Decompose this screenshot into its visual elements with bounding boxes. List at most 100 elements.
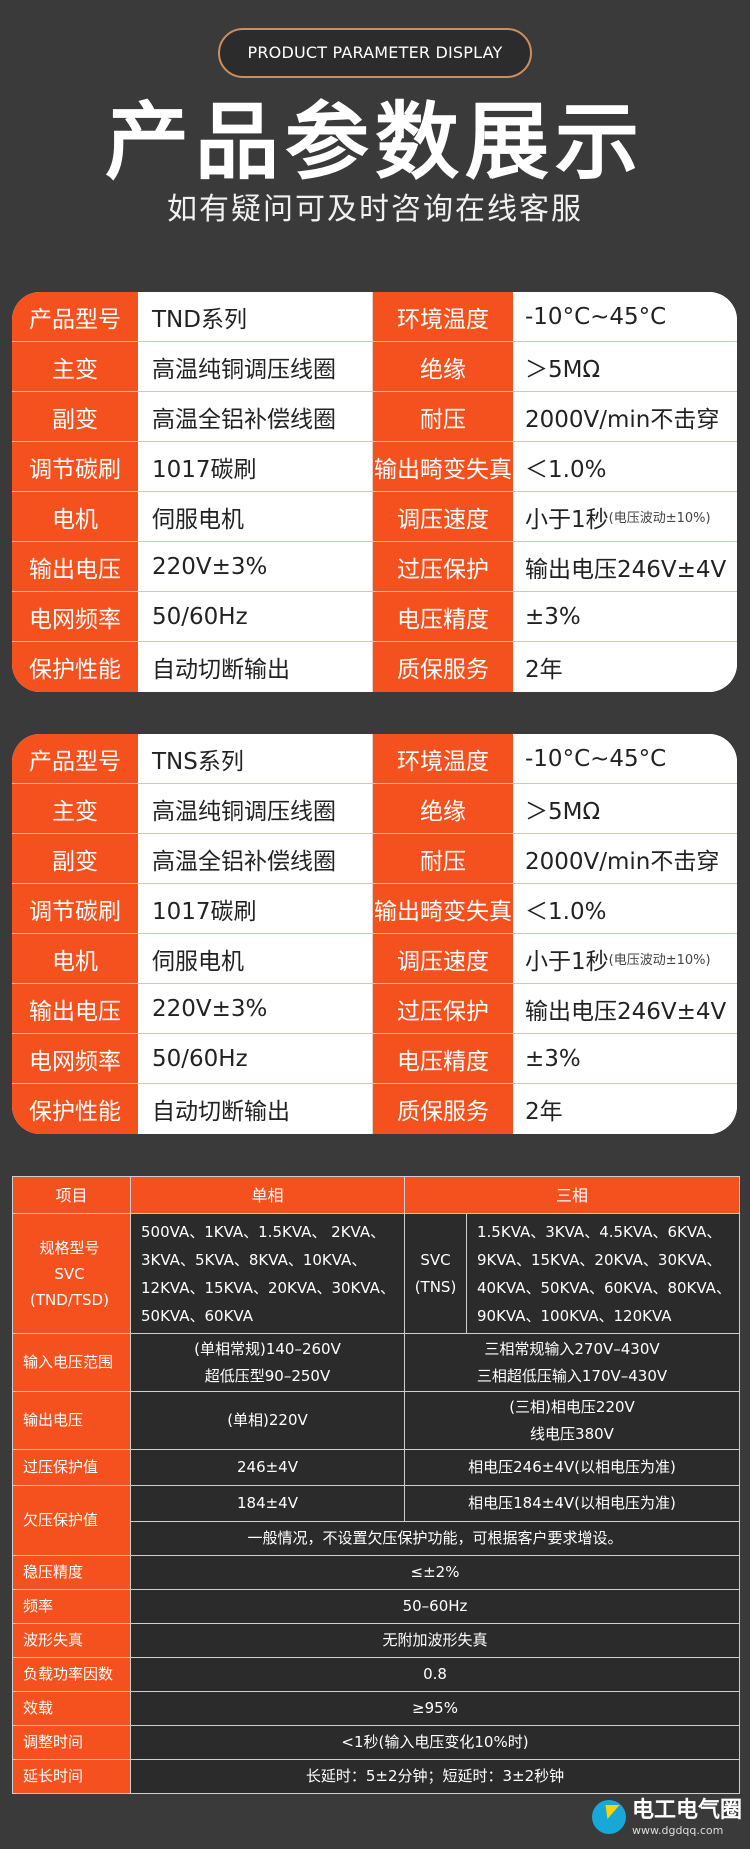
param-row: 电机 伺服电机 调压速度 小于1秒 (电压波动±10%) (12, 934, 737, 984)
param-label: 副变 (12, 392, 138, 441)
param-value: 自动切断输出 (138, 642, 373, 692)
param-value: 2000V/min不击穿 (513, 834, 737, 883)
param-value: 220V±3% (138, 984, 373, 1033)
spec-model-three-label-line: (TNS) (414, 1277, 457, 1296)
spec-model-label: 规格型号 SVC (TND/TSD) (12, 1213, 131, 1334)
param-value-main: 输出电压246V±4V (525, 998, 727, 1025)
param-label: 输出电压 (12, 542, 138, 591)
spec-head-single: 单相 (130, 1176, 405, 1214)
param-value: TND系列 (138, 292, 373, 341)
param-value-main: 2年 (525, 1099, 563, 1125)
param-value: 1017碳刷 (138, 442, 373, 491)
param-label: 主变 (12, 342, 138, 391)
tnd-parameter-table: 产品型号 TND系列 环境温度 -10°C~45°C 主变 高温纯铜调压线圈 绝缘 ＞5MΩ 副… (12, 292, 737, 692)
param-value-main: 2年 (525, 657, 563, 683)
spec-row-label: 负载功率因数 (12, 1657, 131, 1692)
spec-model-label-line: (TND/TSD) (30, 1290, 109, 1309)
param-value-main: ＜1.0% (525, 898, 607, 925)
param-value: ±3% (513, 1034, 737, 1083)
param-label: 输出畸变失真 (373, 442, 513, 491)
param-label: 过压保护 (373, 542, 513, 591)
param-label: 过压保护 (373, 984, 513, 1033)
param-row: 主变 高温纯铜调压线圈 绝缘 ＞5MΩ (12, 342, 737, 392)
param-label: 产品型号 (12, 292, 138, 341)
spec-model-three-line: 40KVA、50KVA、60KVA、80KVA、 (477, 1278, 731, 1297)
param-row: 保护性能 自动切断输出 质保服务 2年 (12, 642, 737, 692)
spec-row-label: 频率 (12, 1589, 131, 1624)
spec-row-value: 50–60Hz (129, 1589, 741, 1624)
spec-output-single: (单相)220V (130, 1391, 405, 1450)
param-label: 耐压 (373, 392, 513, 441)
param-label: 副变 (12, 834, 138, 883)
param-value: 高温纯铜调压线圈 (138, 784, 373, 833)
spec-under-single: 184±4V (130, 1485, 405, 1522)
spec-model-single: 500VA、1KVA、1.5KVA、 2KVA、 3KVA、5KVA、8KVA、… (130, 1213, 405, 1334)
spec-under-three: 相电压184±4V(以相电压为准) (403, 1485, 741, 1522)
param-value-main: ±3% (525, 1045, 581, 1072)
param-row: 电网频率 50/60Hz 电压精度 ±3% (12, 1034, 737, 1084)
param-value: 伺服电机 (138, 492, 373, 541)
param-row: 产品型号 TND系列 环境温度 -10°C~45°C (12, 292, 737, 342)
spec-model-single-line: 3KVA、5KVA、8KVA、10KVA、 (141, 1250, 367, 1269)
param-label: 主变 (12, 784, 138, 833)
param-value-note: (电压波动±10%) (608, 511, 711, 526)
param-label: 输出畸变失真 (373, 884, 513, 933)
param-row: 输出电压 220V±3% 过压保护 输出电压246V±4V (12, 984, 737, 1034)
page-subtitle: 如有疑问可及时咨询在线客服 (167, 192, 583, 227)
param-label: 质保服务 (373, 642, 513, 692)
spec-row-label: 波形失真 (12, 1623, 131, 1658)
spec-model-label-line: SVC (54, 1264, 85, 1283)
param-value-main: ＞5MΩ (525, 798, 601, 825)
spec-table: 项目 单相 三相 规格型号 SVC (TND/TSD) 500VA、1KVA、1… (12, 1176, 741, 1794)
param-label: 电机 (12, 934, 138, 983)
param-value: 输出电压246V±4V (513, 984, 737, 1033)
spec-model-three: 1.5KVA、3KVA、4.5KVA、6KVA、 9KVA、15KVA、20KV… (465, 1213, 741, 1334)
param-label: 质保服务 (373, 1084, 513, 1134)
param-value-main: 2000V/min不击穿 (525, 406, 720, 433)
param-value: 220V±3% (138, 542, 373, 591)
param-label: 耐压 (373, 834, 513, 883)
param-value: ＜1.0% (513, 442, 737, 491)
spec-row-label: 延长时间 (12, 1759, 131, 1794)
param-value: 1017碳刷 (138, 884, 373, 933)
spec-head-three: 三相 (403, 1176, 741, 1214)
param-label: 绝缘 (373, 784, 513, 833)
spec-row-value: ≤±2% (129, 1555, 741, 1590)
param-value: 自动切断输出 (138, 1084, 373, 1134)
spec-model-three-line: 90KVA、100KVA、120KVA (477, 1306, 672, 1325)
param-value: ＞5MΩ (513, 784, 737, 833)
param-value-note: (电压波动±10%) (608, 953, 711, 968)
spec-input-label: 输入电压范围 (12, 1333, 131, 1392)
param-value: 2年 (513, 1084, 737, 1134)
param-value: 小于1秒 (电压波动±10%) (513, 492, 737, 541)
spec-row-value: 长延时：5±2分钟；短延时：3±2秒钟 (129, 1759, 741, 1794)
spec-row-value: 无附加波形失真 (129, 1623, 741, 1658)
param-value-main: 小于1秒 (525, 948, 609, 975)
param-label: 环境温度 (373, 292, 513, 341)
spec-input-three-line: 三相常规输入270V–430V (484, 1339, 660, 1358)
spec-row-value: ≥95% (129, 1691, 741, 1726)
spec-model-single-line: 500VA、1KVA、1.5KVA、 2KVA、 (141, 1222, 386, 1241)
param-label: 电压精度 (373, 1034, 513, 1083)
param-value: 小于1秒 (电压波动±10%) (513, 934, 737, 983)
param-value: ＜1.0% (513, 884, 737, 933)
param-label: 调节碳刷 (12, 442, 138, 491)
lightning-icon (592, 1800, 626, 1834)
logo-url: www.dgdqq.com (632, 1824, 724, 1837)
param-value: ＞5MΩ (513, 342, 737, 391)
page-title: 产品参数展示 (104, 93, 645, 191)
spec-under-note: 一般情况，不设置欠压保护功能，可根据客户要求增设。 (129, 1521, 741, 1556)
spec-model-three-label: SVC (TNS) (404, 1213, 467, 1334)
spec-row-value: 0.8 (129, 1657, 741, 1692)
param-row: 副变 高温全铝补偿线圈 耐压 2000V/min不击穿 (12, 392, 737, 442)
param-value: 2年 (513, 642, 737, 692)
header: PRODUCT PARAMETER DISPLAY 产品参数展示 如有疑问可及时… (0, 0, 750, 290)
param-value-main: 输出电压246V±4V (525, 556, 727, 583)
logo-name: 电工电气圈 (632, 1798, 743, 1823)
param-value: 输出电压246V±4V (513, 542, 737, 591)
spec-model-three-line: 1.5KVA、3KVA、4.5KVA、6KVA、 (477, 1222, 722, 1241)
spec-model-three-line: 9KVA、15KVA、20KVA、30KVA、 (477, 1250, 722, 1269)
spec-output-three: (三相)相电压220V 线电压380V (403, 1391, 741, 1450)
param-label: 电压精度 (373, 592, 513, 641)
param-value-main: ＞5MΩ (525, 356, 601, 383)
